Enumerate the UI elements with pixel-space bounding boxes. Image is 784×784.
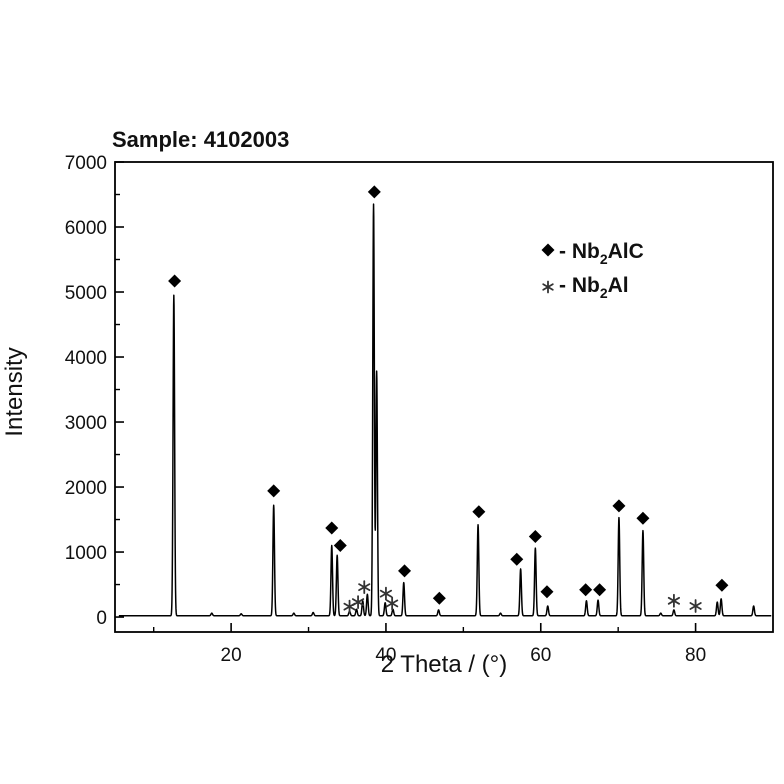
- plot-frame: [114, 161, 774, 633]
- x-tick-label: 40: [375, 645, 396, 666]
- nb2alc-peak-marker: [593, 583, 607, 597]
- y-tick-label: 4000: [65, 348, 107, 369]
- legend-entry: - Nb2Al: [542, 274, 629, 301]
- tick-layer: 20 40 60 80 0 1000 2000 3000 4000 5000 6000 7000: [65, 153, 706, 666]
- y-tick-label: 2000: [65, 478, 107, 499]
- y-tick-label: 1000: [65, 543, 107, 564]
- legend-label: - Nb2Al: [559, 274, 629, 301]
- y-tick-label: 7000: [65, 153, 107, 174]
- nb2al-peak-marker: [358, 580, 371, 595]
- nb2alc-peak-marker: [636, 511, 650, 525]
- x-tick-label: 20: [221, 645, 242, 666]
- legend-entry: - Nb2AlC: [541, 240, 644, 267]
- legend: - Nb2AlC - Nb2Al: [541, 240, 644, 301]
- nb2alc-peak-marker: [472, 505, 486, 519]
- nb2alc-peak-marker: [579, 583, 593, 597]
- nb2alc-peak-marker: [398, 564, 412, 578]
- y-tick-label: 6000: [65, 218, 107, 239]
- nb2alc-peak-marker: [367, 185, 381, 199]
- nb2alc-peak-marker: [612, 499, 626, 513]
- nb2al-peak-marker: [351, 595, 365, 609]
- marker-layer: [168, 185, 729, 614]
- nb2alc-peak-marker: [715, 578, 729, 592]
- y-tick-label: 5000: [65, 283, 107, 304]
- nb2alc-peak-marker: [333, 539, 347, 553]
- nb2alc-peak-marker: [528, 529, 542, 543]
- nb2alc-peak-marker: [432, 591, 446, 605]
- pattern-line: [118, 203, 772, 617]
- y-axis-label: Intensity: [1, 347, 28, 436]
- nb2al-peak-marker: [667, 593, 681, 608]
- nb2alc-peak-marker: [540, 585, 554, 599]
- nb2alc-peak-marker: [267, 484, 281, 498]
- nb2alc-peak-marker: [510, 552, 524, 566]
- nb2al-peak-marker: [689, 599, 702, 613]
- x-tick-label: 80: [685, 645, 706, 666]
- nb2alc-peak-marker: [168, 274, 182, 288]
- nb2al-peak-marker: [386, 596, 399, 611]
- pattern-layer: [118, 203, 772, 617]
- y-tick-label: 3000: [65, 413, 107, 434]
- nb2al-peak-marker: [343, 599, 356, 614]
- nb2alc-peak-marker: [325, 521, 339, 535]
- y-tick-label: 0: [96, 608, 107, 629]
- x-axis-label: 2 Theta / (°): [381, 651, 508, 678]
- asterisk-icon: [542, 280, 554, 294]
- diamond-icon: [541, 243, 555, 257]
- x-tick-label: 60: [530, 645, 551, 666]
- nb2al-peak-marker: [379, 586, 393, 601]
- chart-title: Sample: 4102003: [112, 127, 289, 152]
- legend-label: - Nb2AlC: [559, 240, 644, 267]
